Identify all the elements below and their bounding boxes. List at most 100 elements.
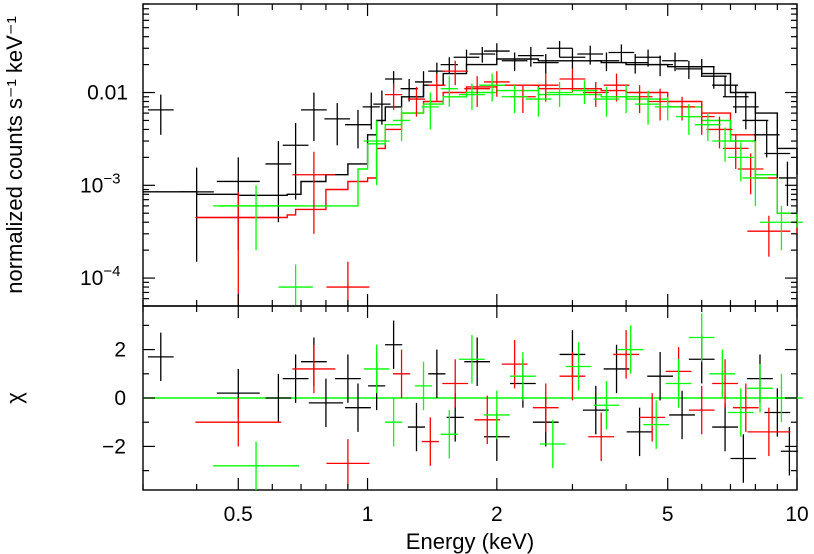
spectrum-point-black [732, 92, 759, 130]
spectrum-point-black [675, 60, 702, 79]
model-line-red [196, 84, 798, 234]
residual-point-green [385, 398, 403, 447]
spectrum-point-green [479, 73, 505, 102]
spectrum-point-black [345, 109, 371, 149]
spectrum-point-red [385, 83, 403, 110]
spectrum-point-green [571, 80, 598, 105]
spectrum-ticks [142, 3, 798, 307]
residual-point-red [639, 393, 666, 442]
spectrum-point-black [647, 55, 673, 77]
residual-point-red [474, 395, 501, 444]
spectrum-point-black [577, 45, 604, 65]
residual-point-green [643, 400, 670, 449]
residual-point-black [780, 427, 798, 476]
residual-point-red [613, 330, 639, 379]
residual-point-green [665, 359, 692, 408]
residual-point-red [421, 417, 439, 466]
spectrum-point-red [688, 104, 715, 135]
spectrum-point-red [407, 86, 426, 117]
residuals-panel: −2 0 2 0.5 1 2 5 10 [102, 305, 809, 526]
residual-point-red [442, 359, 469, 408]
spectrum-point-green [635, 90, 661, 125]
spectrum-point-red [326, 261, 370, 306]
spectrum-point-green [727, 142, 754, 182]
residual-point-red [326, 439, 370, 488]
residual-point-red [588, 412, 615, 461]
residual-point-red [292, 344, 336, 394]
model-line-black [143, 58, 798, 196]
spectrum-point-black [722, 85, 749, 114]
x-tick-label: 10 [785, 503, 808, 526]
spectrum-point-red [559, 68, 586, 93]
spectrum-point-black [265, 141, 292, 223]
residual-point-red [532, 383, 559, 432]
spectrum-point-green [546, 81, 573, 107]
spectrum-point-black [179, 167, 214, 262]
x-tick-label: 5 [662, 503, 674, 526]
residual-point-black [730, 434, 757, 483]
y-tick-label: 10−3 [80, 170, 120, 197]
spectrum-point-green [742, 161, 769, 206]
residual-point-black [603, 344, 630, 394]
y-tick-label: −2 [102, 435, 126, 458]
residuals-y-tick-labels: −2 0 2 [102, 339, 126, 459]
spectrum-model-lines [143, 58, 798, 234]
residual-point-black [335, 354, 361, 403]
spectrum-point-red [195, 191, 282, 306]
spectrum-point-black [282, 122, 309, 200]
residual-point-black [582, 385, 609, 435]
residual-point-green [459, 335, 485, 384]
residual-point-black [308, 378, 344, 428]
spectrum-point-black [517, 46, 544, 67]
residual-point-black [385, 320, 403, 369]
spectrum-point-black [559, 48, 586, 69]
y-tick-label: 0 [114, 387, 126, 410]
spectrum-point-black [712, 76, 738, 97]
spectrum-point-black [593, 52, 620, 72]
spectrum-point-green [712, 127, 738, 162]
residual-point-green [688, 313, 715, 362]
spectrum-point-black [546, 40, 573, 58]
spectrum-point-black [301, 92, 327, 142]
spectrum-point-red [428, 73, 446, 102]
spectrum-point-green [654, 96, 681, 121]
spectrum-point-red [737, 153, 764, 195]
y-tick-label: 10−4 [80, 263, 120, 290]
residual-point-black [407, 402, 426, 452]
residual-point-green [727, 388, 754, 437]
spectrum-point-black [469, 46, 496, 63]
spectrum-point-black [324, 103, 351, 146]
residual-point-green [539, 419, 566, 469]
spectrum-point-red [292, 151, 336, 234]
spectrum-point-green [501, 85, 528, 114]
residual-point-green [709, 349, 736, 398]
residual-point-black [428, 349, 446, 398]
spectrum-point-green [213, 185, 299, 251]
residual-point-green [440, 410, 458, 459]
residuals-data-points [147, 313, 803, 490]
spectrum-y-tick-labels: 0.01 10−3 10−4 [80, 82, 128, 291]
spectrum-point-red [706, 116, 733, 149]
spectrum-point-black [453, 49, 480, 67]
spectrum-point-green [278, 264, 313, 306]
spectrum-point-black [764, 138, 791, 178]
spectrum-point-black [362, 92, 380, 130]
residual-point-red [712, 359, 738, 408]
y-axis-label-spectrum: normalized counts s⁻¹ keV⁻¹ [2, 16, 27, 294]
spectrum-point-green [440, 76, 458, 107]
spectrum-point-black [753, 120, 780, 158]
spectrum-point-green [613, 85, 639, 114]
residual-point-red [688, 385, 715, 435]
residual-point-red [501, 339, 528, 389]
spectrum-point-black [400, 78, 418, 102]
spectrum-point-black [608, 44, 635, 63]
spectrum-point-black [483, 43, 510, 61]
spectrum-panel-frame [142, 3, 798, 307]
spectrum-point-black [662, 52, 688, 72]
spectrum-point-black [688, 58, 715, 77]
spectrum-point-red [582, 81, 609, 107]
spectrum-point-green [459, 83, 485, 110]
spectrum-point-black [778, 161, 797, 206]
y-tick-label: 2 [114, 339, 126, 362]
residual-point-black [464, 337, 491, 386]
